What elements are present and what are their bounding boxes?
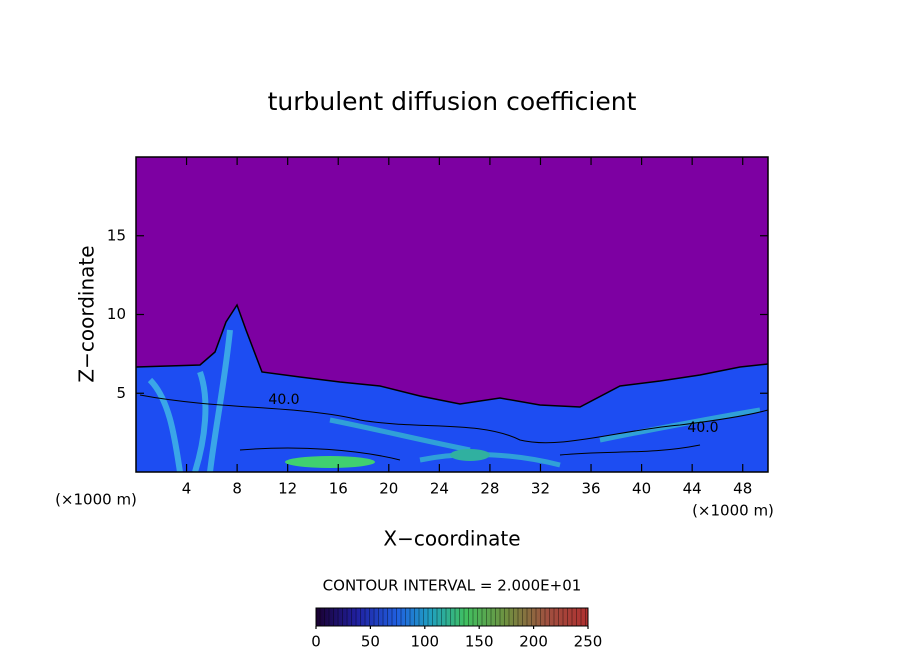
x-tick-label: 16 bbox=[329, 480, 348, 498]
contour-interval: CONTOUR INTERVAL = 2.000E+01 bbox=[323, 577, 582, 595]
x-tick-label: 36 bbox=[581, 480, 600, 498]
x-unit-label: (×1000 m) bbox=[55, 491, 137, 509]
x-tick-label: 28 bbox=[480, 480, 499, 498]
colorbar-tick-label: 200 bbox=[519, 633, 548, 651]
x-unit-label: (×1000 m) bbox=[692, 502, 774, 520]
chart-title: turbulent diffusion coefficient bbox=[268, 87, 637, 116]
x-tick-label: 12 bbox=[278, 480, 297, 498]
contour-label: 40.0 bbox=[268, 392, 299, 408]
contour-label: 40.0 bbox=[687, 420, 718, 436]
x-tick-label: 4 bbox=[182, 480, 192, 498]
x-tick-label: 32 bbox=[531, 480, 550, 498]
y-axis-label: Z−coordinate bbox=[75, 245, 99, 382]
y-tick-label: 5 bbox=[116, 384, 126, 402]
y-tick-label: 10 bbox=[107, 305, 126, 323]
y-tick-label: 15 bbox=[107, 226, 126, 244]
x-tick-label: 40 bbox=[632, 480, 651, 498]
colorbar-tick-label: 250 bbox=[574, 633, 603, 651]
x-tick-label: 8 bbox=[232, 480, 242, 498]
colorbar-tick-label: 150 bbox=[465, 633, 494, 651]
colorbar-tick-label: 50 bbox=[361, 633, 380, 651]
x-axis-label: X−coordinate bbox=[383, 527, 520, 551]
colorbar-stripes bbox=[319, 608, 586, 626]
x-tick-label: 20 bbox=[379, 480, 398, 498]
x-tick-label: 48 bbox=[733, 480, 752, 498]
field bbox=[136, 157, 768, 472]
x-tick-label: 44 bbox=[683, 480, 702, 498]
colorbar bbox=[315, 607, 589, 627]
colorbar-tick-label: 100 bbox=[410, 633, 439, 651]
colorbar-tick-label: 0 bbox=[311, 633, 321, 651]
x-tick-label: 24 bbox=[430, 480, 449, 498]
